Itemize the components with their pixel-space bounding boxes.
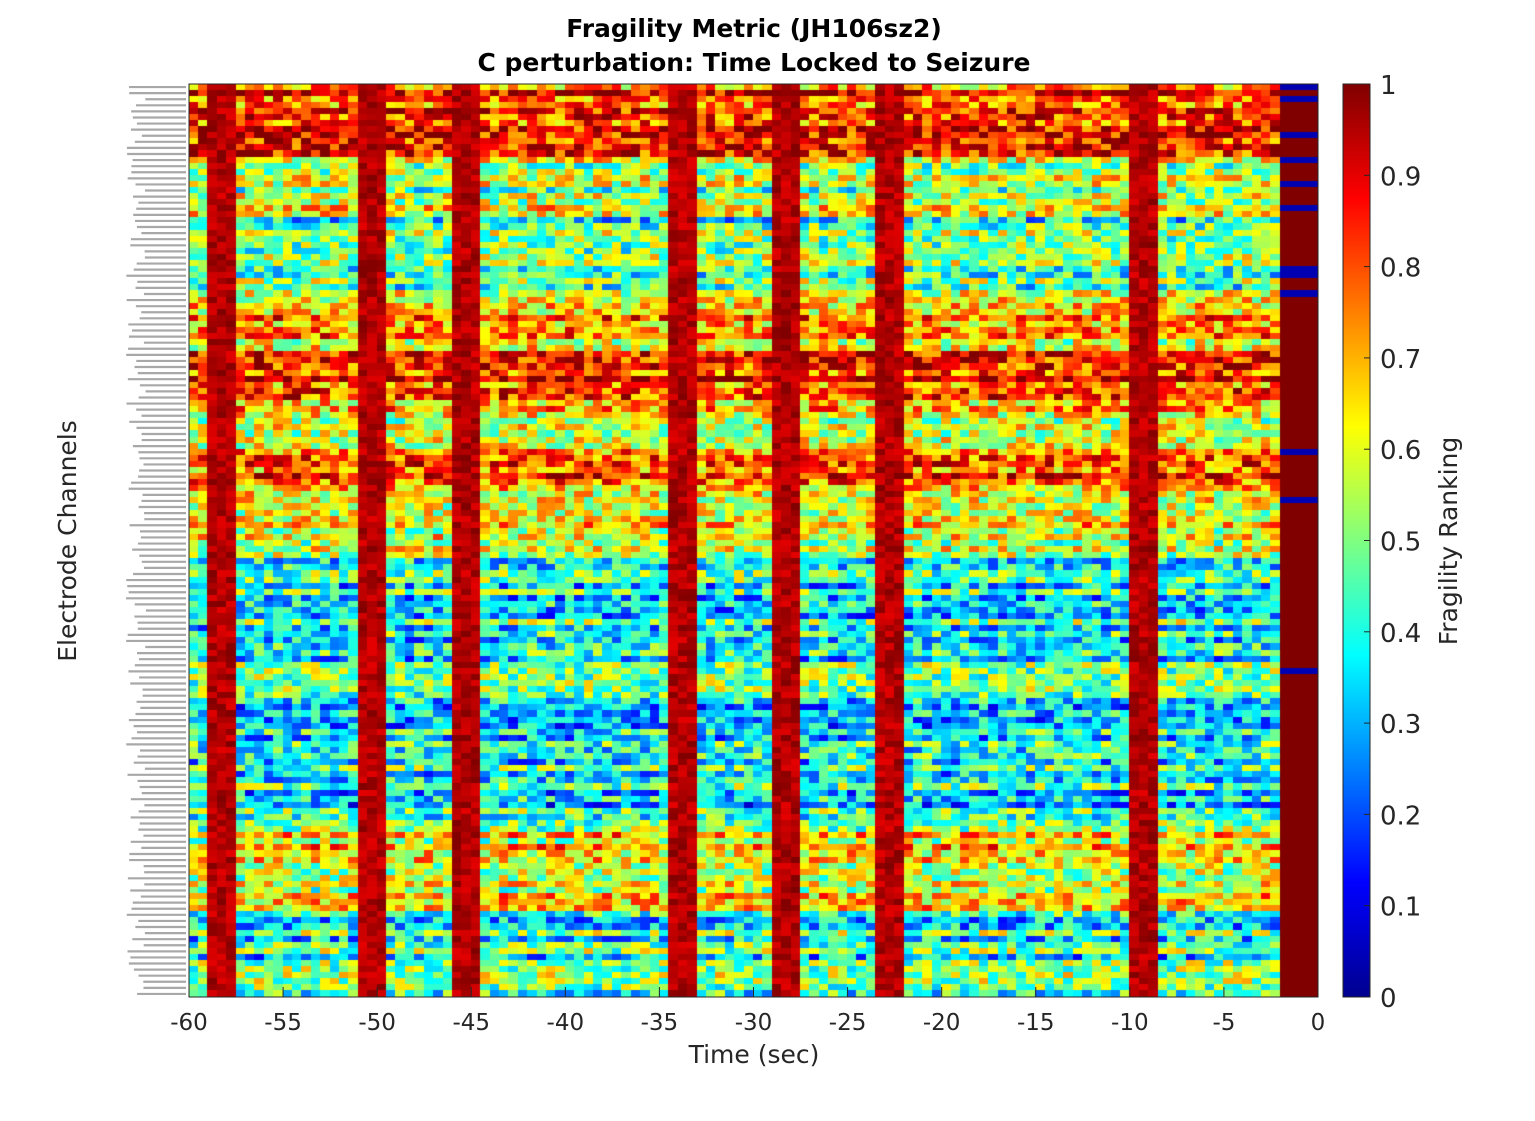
- colorbar-tick-label: 0: [1380, 984, 1397, 1014]
- x-tick-label: 0: [1311, 1010, 1326, 1036]
- x-tick-label: -55: [264, 1010, 302, 1036]
- x-tick-label: -20: [923, 1010, 961, 1036]
- colorbar-tick-label: 0.8: [1380, 254, 1421, 284]
- x-tick-label: -30: [735, 1010, 773, 1036]
- colorbar-tick-label: 0.3: [1380, 710, 1421, 740]
- x-tick-label: -10: [1111, 1010, 1149, 1036]
- x-tick-label: -25: [829, 1010, 867, 1036]
- x-tick-label: -45: [452, 1010, 490, 1036]
- colorbar-ticks: 0 0.1 0.2 0.3 0.4 0.5 0.6 0.7 0.8 0.9 1: [1364, 71, 1421, 1014]
- colorbar-tick-label: 0.2: [1380, 801, 1421, 831]
- x-tick-label: -5: [1212, 1010, 1235, 1036]
- colorbar-tick-label: 0.6: [1380, 436, 1421, 466]
- colorbar-tick-label: 1: [1380, 71, 1397, 101]
- chart-title-line-1: Fragility Metric (JH106sz2): [566, 14, 942, 43]
- colorbar-tick-label: 0.7: [1380, 345, 1421, 375]
- y-axis-label: Electrode Channels: [53, 420, 82, 662]
- fragility-heatmap: [189, 84, 1318, 997]
- x-tick-label: -35: [641, 1010, 679, 1036]
- chart-title-line-2: C perturbation: Time Locked to Seizure: [477, 48, 1030, 77]
- x-axis-label: Time (sec): [688, 1040, 820, 1069]
- colorbar-tick-label: 0.9: [1380, 162, 1421, 192]
- colorbar-tick-label: 0.4: [1380, 619, 1421, 649]
- heatmap-cells: [189, 84, 1318, 997]
- x-tick-label: -40: [547, 1010, 585, 1036]
- x-axis-ticks: -60 -55 -50 -45 -40 -35 -30 -25 -20 -15 -10 -5 0: [170, 987, 1325, 1036]
- colorbar-tick-label: 0.1: [1380, 893, 1421, 923]
- colorbar-tick-label: 0.5: [1380, 528, 1421, 558]
- x-tick-label: -50: [358, 1010, 396, 1036]
- channel-label-column: [126, 85, 186, 996]
- x-tick-label: -15: [1017, 1010, 1055, 1036]
- colorbar-label: Fragility Ranking: [1434, 437, 1463, 646]
- x-tick-label: -60: [170, 1010, 208, 1036]
